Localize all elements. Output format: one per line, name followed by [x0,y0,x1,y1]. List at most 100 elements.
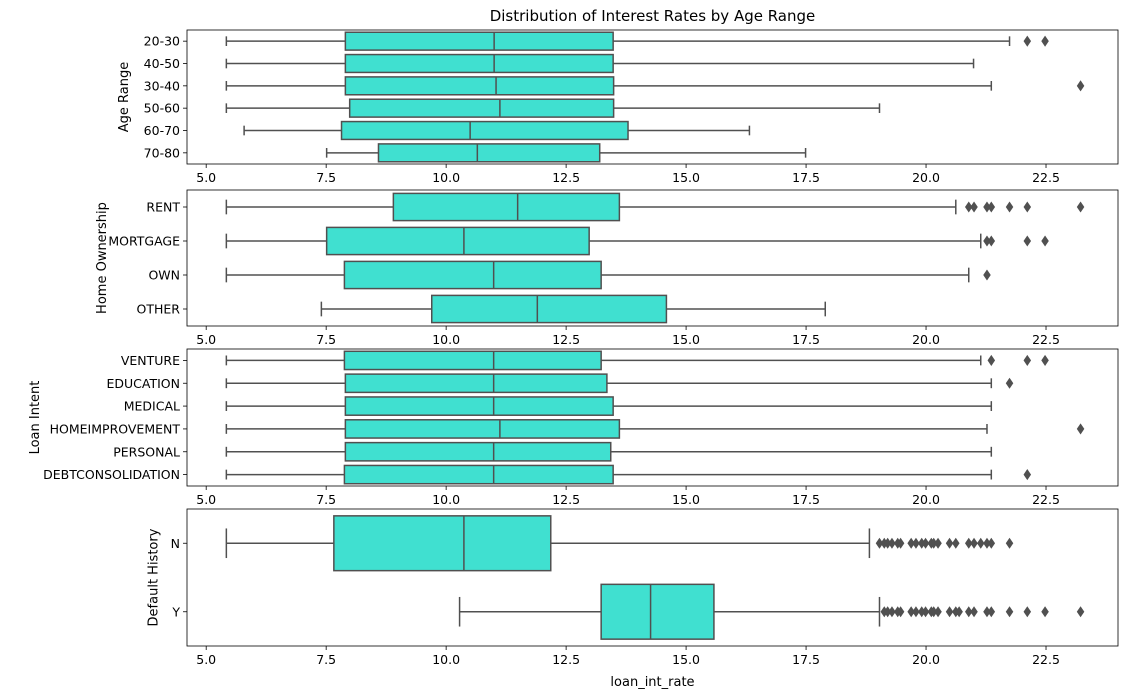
outlier-point [1005,201,1014,213]
x-tick-label: 22.5 [1032,492,1060,507]
iqr-box [348,98,615,118]
outlier-point [912,537,920,549]
outlier-point [1023,235,1032,247]
outlier-point [888,537,896,549]
panel-2: 5.0 7.5 10.0 12.5 15.0 17.5 20.0 22.5 RENT MORTGA… [95,189,1119,347]
y-axis-label: Age Range [117,62,132,132]
outlier-point [921,537,930,549]
iqr-box [325,226,590,256]
box-30-40 [225,76,1085,96]
outlier-point [1041,606,1049,618]
y-tick-label: 50-60 [144,101,180,116]
x-tick-label: 7.5 [316,492,336,507]
x-tick-label: 17.5 [792,332,820,347]
outlier-point [1041,354,1049,366]
outlier-point [987,537,996,549]
y-axis-label: Default History [147,528,162,626]
iqr-box [344,441,612,462]
x-tick-label: 17.5 [792,652,820,667]
x-tick-label: 22.5 [1032,170,1060,185]
x-tick-label: 20.0 [912,652,940,667]
x-tick-label: 12.5 [552,170,580,185]
outlier-point [1005,537,1014,549]
outlier-point [987,235,996,247]
box-y [458,583,1085,640]
x-tick-label: 5.0 [196,652,216,667]
iqr-box [340,120,629,141]
outlier-point [1023,35,1032,47]
outlier-point [952,537,960,549]
y-tick-label: EDUCATION [107,376,181,391]
y-tick-label: VENTURE [121,353,180,368]
y-tick-label: OTHER [137,302,181,317]
iqr-box [333,515,552,572]
box-40-50 [225,53,975,74]
y-tick-label: 40-50 [144,56,180,71]
iqr-box [377,143,601,163]
x-tick-label: 15.0 [672,492,700,507]
x-tick-label: 10.0 [432,332,460,347]
x-tick-label: 10.0 [432,652,460,667]
plot-frame [186,189,1119,327]
box-debtconsolidation [225,464,1032,485]
y-tick-label: Y [171,604,180,619]
x-tick-label: 22.5 [1032,332,1060,347]
outlier-point [987,354,996,366]
x-tick-label: 5.0 [196,332,216,347]
x-tick-label: 7.5 [316,170,336,185]
x-tick-label: 20.0 [912,170,940,185]
y-tick-label: RENT [146,200,180,215]
iqr-box [344,76,615,96]
box-own [225,260,991,290]
outlier-point [1023,201,1032,213]
x-tick-label: 17.5 [792,170,820,185]
box-medical [225,396,993,416]
outlier-point [934,537,942,549]
outlier-point [983,269,991,281]
outlier-point [888,606,896,618]
box-rent [225,192,1085,222]
outlier-point [964,201,973,213]
outlier-point [945,606,954,618]
iqr-box [344,396,614,416]
outlier-point [987,201,996,213]
iqr-box [344,419,621,439]
y-tick-label: OWN [148,268,180,283]
iqr-box [344,53,614,74]
y-tick-label: PERSONAL [113,444,180,459]
iqr-box [343,350,602,371]
outlier-point [1041,35,1049,47]
box-n [225,515,1014,572]
x-tick-label: 15.0 [672,332,700,347]
y-axis-label: Home Ownership [95,202,110,314]
outlier-point [921,606,930,618]
outlier-point [896,606,905,618]
box-homeimprovement [225,419,1085,439]
box-70-80 [325,143,807,163]
iqr-box [344,31,614,51]
panel-3: 5.0 7.5 10.0 12.5 15.0 17.5 20.0 22.5 VENTURE EDU… [28,348,1119,507]
chart-title: Distribution of Interest Rates by Age Ra… [490,7,816,25]
box-20-30 [225,31,1049,51]
x-tick-label: 17.5 [792,492,820,507]
iqr-box [430,294,668,324]
y-tick-label: 30-40 [144,78,180,93]
outlier-point [1005,377,1014,389]
outlier-point [1023,469,1032,481]
outlier-point [934,606,942,618]
outlier-point [970,606,978,618]
x-tick-label: 5.0 [196,170,216,185]
y-tick-label: MEDICAL [124,399,180,414]
box-venture [225,350,1049,371]
x-tick-label: 20.0 [912,492,940,507]
outlier-point [964,537,973,549]
outlier-point [987,606,996,618]
x-tick-label: 7.5 [316,652,336,667]
y-tick-label: N [171,536,180,551]
outlier-point [1076,423,1085,435]
outlier-point [1023,606,1032,618]
y-tick-label: DEBTCONSOLIDATION [43,467,180,482]
outlier-point [955,606,963,618]
outlier-point [1076,606,1085,618]
